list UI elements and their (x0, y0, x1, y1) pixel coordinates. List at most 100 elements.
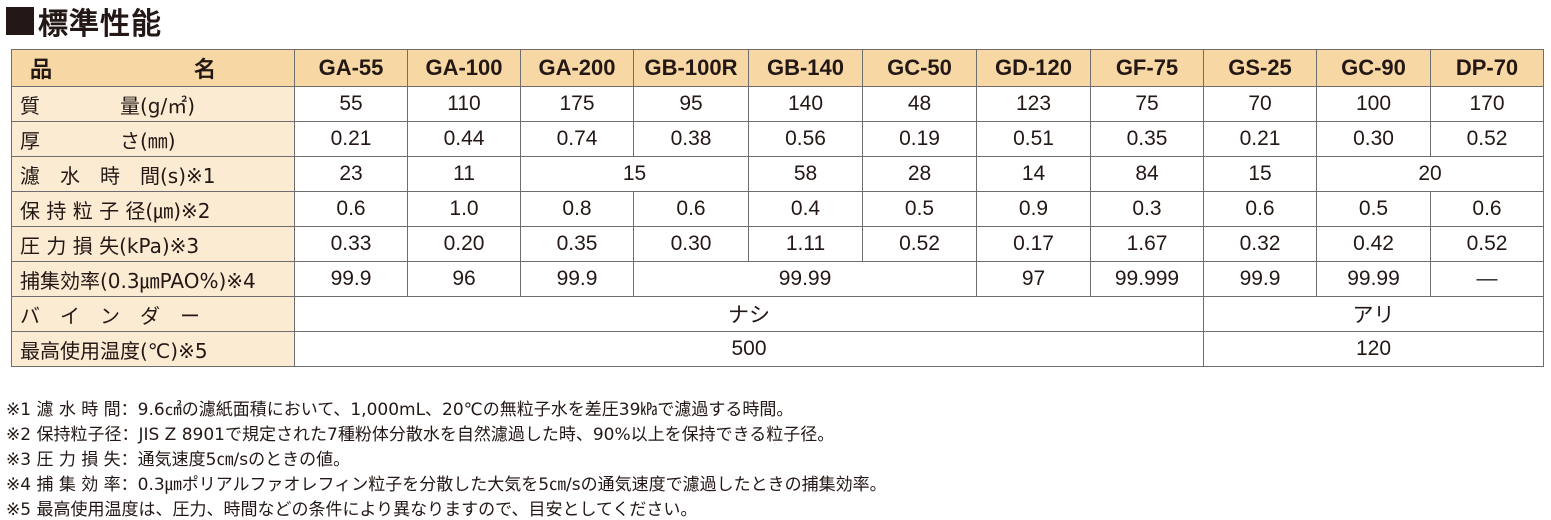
table-cell: 14 (976, 156, 1091, 192)
table-cell: 0.5 (862, 191, 977, 227)
row-label: 圧 力 損 失(kPa)※3 (11, 226, 295, 262)
table-cell: 11 (407, 156, 521, 192)
table-cell: 0.52 (1430, 226, 1544, 262)
table-cell: 0.17 (976, 226, 1091, 262)
table-cell: 0.52 (1430, 121, 1544, 157)
table-cell: 99.99 (633, 261, 977, 297)
table-cell: 0.20 (407, 226, 521, 262)
row-label: 厚 さ(㎜) (11, 121, 295, 157)
table-cell: 55 (294, 86, 408, 122)
table-cell: 170 (1430, 86, 1544, 122)
table-cell: ナシ (294, 296, 1204, 332)
product-name: GA-100 (407, 49, 521, 87)
table-cell: 0.32 (1203, 226, 1317, 262)
table-cell: アリ (1203, 296, 1544, 332)
table-cell: 70 (1203, 86, 1317, 122)
table-cell: 0.56 (748, 121, 863, 157)
table-cell: 23 (294, 156, 408, 192)
table-cell: 0.44 (407, 121, 521, 157)
product-name: GF-75 (1090, 49, 1204, 87)
table-row-mass: 質 量(g/㎡) 55 110 175 95 140 48 123 75 70 … (11, 86, 1544, 122)
table-cell: 84 (1090, 156, 1204, 192)
row-label: 最高使用温度(℃)※5 (11, 331, 295, 367)
footnote-5: ※5 最高使用温度は、圧力、時間などの条件により異なりますので、目安としてくださ… (6, 500, 698, 520)
row-label: 質 量(g/㎡) (11, 86, 295, 122)
table-header-row: 品 名 GA-55 GA-100 GA-200 GB-100R GB-140 G… (11, 49, 1544, 87)
table-row-pressure-loss: 圧 力 損 失(kPa)※3 0.33 0.20 0.35 0.30 1.11 … (11, 226, 1544, 262)
black-square-icon (6, 7, 34, 35)
table-cell: 0.6 (294, 191, 408, 227)
footnote-4: ※4 捕 集 効 率：0.3㎛ポリアルファオレフィン粒子を分散した大気を5㎝/s… (6, 475, 887, 495)
table-cell: 99.99 (1316, 261, 1431, 297)
table-cell: 0.8 (520, 191, 634, 227)
table-cell: 140 (748, 86, 863, 122)
row-label: バ イ ン ダ ー (11, 296, 295, 332)
spec-table: 品 名 GA-55 GA-100 GA-200 GB-100R GB-140 G… (11, 49, 1544, 367)
table-cell: 500 (294, 331, 1204, 367)
table-cell: 15 (520, 156, 749, 192)
table-cell: 1.67 (1090, 226, 1204, 262)
table-cell: 0.19 (862, 121, 977, 157)
table-row-binder: バ イ ン ダ ー ナシ アリ (11, 296, 1544, 332)
page-title: 標準性能 (6, 2, 162, 42)
product-name: GS-25 (1203, 49, 1317, 87)
table-cell: 99.9 (520, 261, 634, 297)
table-cell: 123 (976, 86, 1091, 122)
table-cell: 0.9 (976, 191, 1091, 227)
table-cell: 110 (407, 86, 521, 122)
table-cell: 0.6 (1203, 191, 1317, 227)
table-cell: 99.9 (1203, 261, 1317, 297)
table-row-max-temp: 最高使用温度(℃)※5 500 120 (11, 331, 1544, 367)
footnote-3: ※3 圧 力 損 失：通気速度5㎝/sのときの値。 (6, 450, 351, 470)
table-cell: 120 (1203, 331, 1544, 367)
table-cell: 0.21 (294, 121, 408, 157)
product-name: GA-200 (520, 49, 634, 87)
footnote-1: ※1 濾 水 時 間：9.6㎠の濾紙面積において、1,000mL、20℃の無粒子… (6, 400, 794, 420)
table-cell: 20 (1316, 156, 1544, 192)
product-name: GA-55 (294, 49, 408, 87)
row-label: 濾 水 時 間(s)※1 (11, 156, 295, 192)
product-name: DP-70 (1430, 49, 1544, 87)
product-name: GD-120 (976, 49, 1091, 87)
product-name: GB-140 (748, 49, 863, 87)
table-cell: 0.74 (520, 121, 634, 157)
table-row-thickness: 厚 さ(㎜) 0.21 0.44 0.74 0.38 0.56 0.19 0.5… (11, 121, 1544, 157)
row-label: 保 持 粒 子 径(㎛)※2 (11, 191, 295, 227)
table-cell: 0.5 (1316, 191, 1431, 227)
table-cell: 0.42 (1316, 226, 1431, 262)
table-cell: 0.51 (976, 121, 1091, 157)
table-cell: 99.9 (294, 261, 408, 297)
table-cell: 0.3 (1090, 191, 1204, 227)
table-cell: 95 (633, 86, 749, 122)
table-cell: 99.999 (1090, 261, 1204, 297)
table-cell: 58 (748, 156, 863, 192)
table-row-retention: 保 持 粒 子 径(㎛)※2 0.6 1.0 0.8 0.6 0.4 0.5 0… (11, 191, 1544, 227)
table-cell: 0.21 (1203, 121, 1317, 157)
table-cell: 0.30 (1316, 121, 1431, 157)
header-label: 品 名 (11, 49, 295, 87)
table-cell: 0.4 (748, 191, 863, 227)
table-cell: 48 (862, 86, 977, 122)
table-cell: 175 (520, 86, 634, 122)
table-cell: 15 (1203, 156, 1317, 192)
footnote-2: ※2 保持粒子径：JIS Z 8901で規定された7種粉体分散水を自然濾過した時… (6, 425, 835, 445)
table-cell: 96 (407, 261, 521, 297)
table-cell: 0.33 (294, 226, 408, 262)
table-cell: 0.52 (862, 226, 977, 262)
table-cell: 0.6 (1430, 191, 1544, 227)
product-name: GC-90 (1316, 49, 1431, 87)
table-cell: 75 (1090, 86, 1204, 122)
product-name: GC-50 (862, 49, 977, 87)
table-cell: 0.6 (633, 191, 749, 227)
table-cell: 1.11 (748, 226, 863, 262)
table-cell: — (1430, 261, 1544, 297)
table-row-filtration-time: 濾 水 時 間(s)※1 23 11 15 58 28 14 84 15 20 (11, 156, 1544, 192)
table-cell: 0.35 (520, 226, 634, 262)
table-cell: 1.0 (407, 191, 521, 227)
table-cell: 97 (976, 261, 1091, 297)
row-label: 捕集効率(0.3㎛PAO%)※4 (11, 261, 295, 297)
product-name: GB-100R (633, 49, 749, 87)
table-cell: 0.38 (633, 121, 749, 157)
table-cell: 0.35 (1090, 121, 1204, 157)
table-row-efficiency: 捕集効率(0.3㎛PAO%)※4 99.9 96 99.9 99.99 97 9… (11, 261, 1544, 297)
